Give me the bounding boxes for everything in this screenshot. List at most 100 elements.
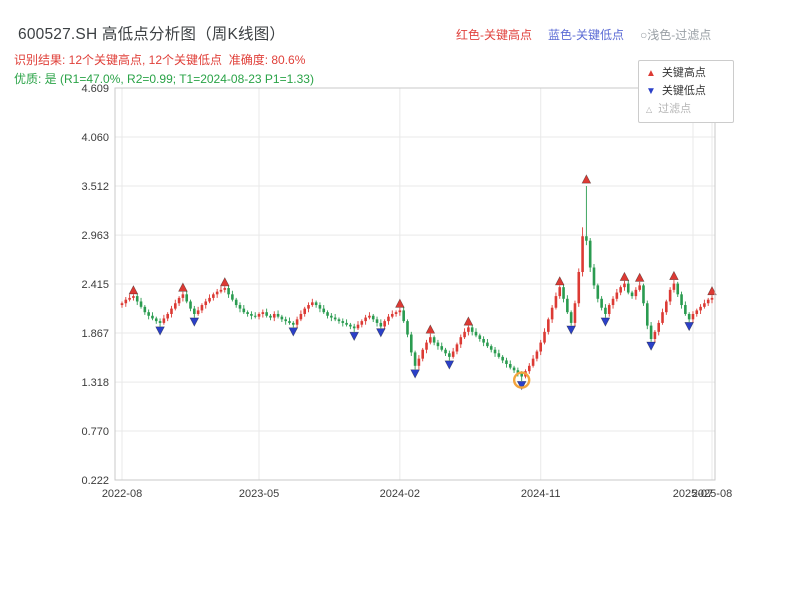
candle-body (451, 351, 455, 357)
candle-body (200, 305, 204, 311)
candle-body (539, 342, 543, 352)
key-high-marker (178, 282, 188, 292)
candle-body (657, 322, 661, 332)
x-tick-label: 2022-08 (102, 488, 142, 500)
candle-body (326, 312, 329, 316)
candle-body (562, 287, 565, 299)
candle-body (425, 342, 428, 350)
candle-body (227, 288, 230, 295)
candle-body (303, 308, 307, 314)
candle-body (527, 365, 531, 372)
x-tick-label: 2023-05 (239, 488, 279, 500)
header-legend-key-high: 红色-关键高点 (456, 28, 532, 42)
header-legend: 红色-关键高点 蓝色-关键低点 ○浅色-过滤点 (456, 26, 711, 43)
candle-body (699, 306, 702, 311)
triangle-down-icon: ▼ (646, 86, 656, 97)
candle-body (615, 292, 619, 299)
candle-body (474, 331, 478, 336)
candle-body (649, 325, 653, 339)
candle-body (360, 321, 364, 325)
candle-body (139, 301, 143, 307)
candle-body (269, 315, 272, 318)
key-high-marker (634, 272, 645, 282)
candle-body (215, 291, 219, 295)
y-tick-label: 0.222 (81, 475, 109, 487)
key-high-marker (463, 316, 474, 326)
candle-body (467, 327, 470, 332)
candle-body (558, 287, 562, 297)
candle-body (706, 299, 710, 304)
candle-body (672, 283, 676, 290)
candle-body (143, 306, 147, 313)
candle-body (482, 338, 485, 343)
candle-body (272, 313, 276, 318)
candle-body (208, 297, 211, 302)
candles (120, 186, 714, 381)
y-tick-label: 0.770 (81, 426, 109, 438)
x-tick-label: 2025-07 (673, 488, 713, 500)
candle-body (547, 319, 550, 332)
candle-body (234, 299, 238, 306)
candle-body (265, 312, 268, 316)
candle-body (349, 324, 352, 327)
x-tick-label: 2024-02 (380, 488, 420, 500)
candle-body (345, 322, 348, 325)
candle-body (626, 283, 630, 293)
candle-body (413, 352, 417, 366)
candle-body (665, 301, 668, 313)
candle-body (383, 321, 386, 327)
legend-item-key-low: ▼ 关键低点 (646, 85, 726, 98)
key-low-marker (566, 325, 576, 335)
candle-body (154, 318, 158, 322)
candle-body (455, 344, 459, 352)
candle-body (691, 313, 695, 320)
y-tick-label: 3.512 (81, 181, 109, 193)
key-low-marker (288, 327, 299, 337)
candle-body (375, 319, 379, 323)
candle-body (242, 308, 246, 313)
key-high-marker (128, 285, 139, 295)
candle-body (638, 285, 641, 290)
candle-body (566, 298, 569, 313)
candle-body (600, 298, 603, 308)
candle-body (284, 319, 287, 322)
candle-body (356, 324, 360, 329)
header-legend-filter: ○浅色-过滤点 (640, 28, 712, 42)
y-tick-label: 1.318 (81, 377, 109, 389)
candle-body (238, 305, 242, 309)
candle-body (352, 326, 356, 329)
candle-body (250, 313, 253, 316)
candle-body (642, 285, 645, 304)
candle-body (661, 312, 664, 323)
candle-body (630, 292, 634, 297)
y-tick-label: 2.963 (81, 230, 109, 242)
candle-body (257, 313, 261, 317)
candle-body (577, 271, 581, 304)
candle-body (470, 327, 474, 332)
candle-body (710, 297, 714, 300)
key-low-marker (349, 331, 359, 342)
candle-body (185, 294, 189, 302)
key-low-marker (444, 360, 455, 370)
candle-body (364, 317, 367, 322)
candle-body (520, 372, 523, 377)
candle-body (543, 331, 546, 343)
y-tick-label: 2.415 (81, 279, 109, 291)
candle-body (307, 305, 310, 309)
candle-body (429, 337, 432, 343)
key-point-markers (128, 174, 717, 391)
candle-body (189, 301, 192, 309)
candle-body (128, 297, 131, 300)
key-low-marker (376, 328, 386, 338)
candle-body (390, 313, 394, 317)
legend-item-filter: △ 过滤点 (646, 103, 726, 116)
candle-body (516, 370, 520, 373)
candle-body (333, 317, 337, 320)
candle-body (212, 294, 215, 298)
recognition-result-text: 识别结果: 12个关键高点, 12个关键低点 准确度: 80.6% (14, 53, 306, 67)
candle-body (695, 310, 699, 314)
candle-body (322, 308, 326, 313)
candle-body (569, 312, 573, 323)
candle-body (535, 351, 539, 359)
candle-body (478, 335, 482, 339)
